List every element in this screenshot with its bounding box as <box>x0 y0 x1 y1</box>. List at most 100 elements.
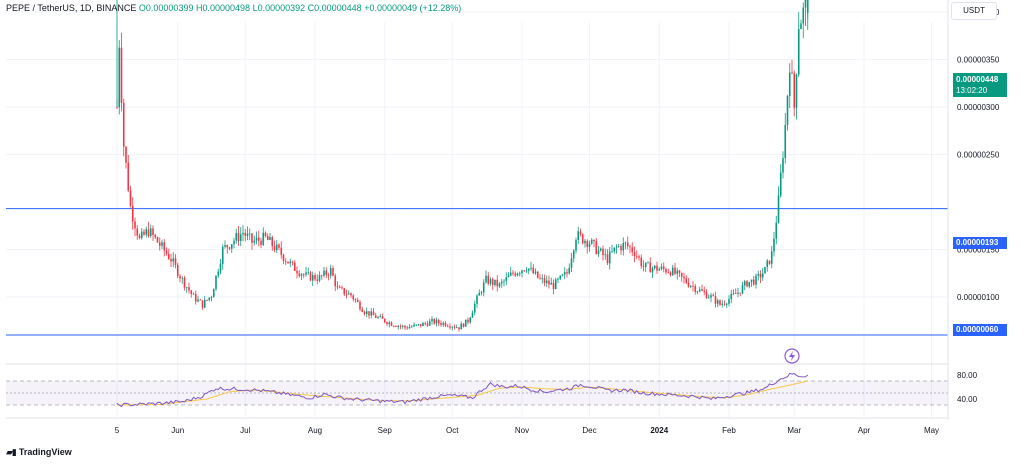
candle-body <box>338 287 341 289</box>
candle-body <box>467 319 469 323</box>
candle-body <box>482 282 485 293</box>
candle-body <box>530 267 532 269</box>
candle-body <box>779 172 782 196</box>
currency-button[interactable]: USDT <box>951 2 997 20</box>
candle-body <box>239 234 242 241</box>
candle-body <box>658 268 661 271</box>
candlestick-series <box>116 0 809 332</box>
candle-body <box>563 272 566 275</box>
level-tag-lower[interactable]: 0.00000060 <box>953 324 1007 336</box>
candle-body <box>629 246 631 248</box>
candle-body <box>264 232 267 236</box>
candle-body <box>626 242 629 247</box>
candle-body <box>449 326 451 328</box>
candle-body <box>424 323 427 324</box>
rsi-pane <box>6 372 948 408</box>
candle-body <box>548 280 550 285</box>
candle-body <box>433 319 436 324</box>
candle-body <box>415 324 418 326</box>
x-tick-label: Sep <box>378 426 393 435</box>
level-tag-upper[interactable]: 0.00000193 <box>953 237 1007 249</box>
candle-body <box>748 281 751 287</box>
alert-icon[interactable] <box>784 348 800 364</box>
candle-body <box>507 275 510 278</box>
candle-body <box>712 295 715 297</box>
candle-body <box>248 233 251 235</box>
change-value: +0.00000049 (+12.28%) <box>364 3 462 13</box>
candle-body <box>804 0 807 8</box>
candle-body <box>683 276 685 279</box>
candle-body <box>131 205 134 222</box>
candle-body <box>446 325 449 327</box>
candle-body <box>561 274 564 276</box>
candle-body <box>343 288 346 295</box>
candle-body <box>503 280 505 282</box>
x-tick-label: Jun <box>171 426 184 435</box>
candle-body <box>278 244 280 248</box>
candle-body <box>633 252 636 256</box>
candle-body <box>575 240 577 251</box>
candle-body <box>581 234 584 244</box>
candle-body <box>775 222 778 239</box>
candle-body <box>714 296 717 304</box>
candle-body <box>737 292 739 294</box>
candle-body <box>365 311 368 314</box>
symbol-name[interactable]: PEPE / TetherUS, 1D, BINANCE <box>6 3 137 13</box>
candle-body <box>176 264 179 277</box>
candle-body <box>759 273 762 278</box>
horizontal-levels[interactable] <box>6 0 948 336</box>
candle-body <box>363 311 366 314</box>
candle-body <box>305 272 307 275</box>
candle-body <box>215 275 217 290</box>
candle-body <box>602 248 604 256</box>
candle-body <box>487 275 490 284</box>
candle-body <box>230 244 233 249</box>
open-value: O0.00000399 <box>138 3 194 13</box>
candle-body <box>534 271 537 274</box>
candle-body <box>221 246 224 264</box>
candle-body <box>476 295 478 304</box>
candle-body <box>523 270 526 272</box>
candle-body <box>179 276 181 279</box>
candle-body <box>165 250 168 254</box>
candle-body <box>518 273 521 274</box>
candle-body <box>764 266 766 274</box>
candle-body <box>118 47 121 108</box>
candle-body <box>235 233 238 241</box>
candle-body <box>298 273 301 276</box>
candle-body <box>381 316 384 319</box>
candle-body <box>710 295 712 298</box>
candle-body <box>318 275 321 281</box>
candle-body <box>496 279 499 287</box>
branding-text: TradingView <box>18 447 72 457</box>
candle-body <box>631 247 634 253</box>
candle-body <box>401 325 404 327</box>
candle-body <box>725 303 728 305</box>
x-tick-label: Nov <box>515 426 529 435</box>
tradingview-logo[interactable]: ▰▮ TradingView <box>6 447 72 458</box>
candle-body <box>665 269 667 273</box>
y-tick-label: 0.00000350 <box>957 56 1000 65</box>
candle-body <box>406 327 409 329</box>
candle-body <box>716 300 719 304</box>
candle-body <box>244 232 247 236</box>
candle-body <box>473 303 476 313</box>
candle-body <box>361 309 364 312</box>
candle-body <box>127 162 130 191</box>
candle-body <box>620 246 622 251</box>
candle-body <box>536 271 539 278</box>
candle-body <box>413 324 415 327</box>
candle-body <box>392 325 395 327</box>
candle-body <box>275 244 278 251</box>
candle-body <box>368 311 370 316</box>
candle-body <box>782 158 784 173</box>
candle-body <box>226 245 229 248</box>
candle-body <box>613 247 616 252</box>
candle-body <box>687 282 690 287</box>
candle-body <box>291 261 294 263</box>
candle-body <box>572 250 575 259</box>
candle-body <box>703 290 706 293</box>
candle-body <box>590 239 593 244</box>
candle-body <box>489 279 492 284</box>
